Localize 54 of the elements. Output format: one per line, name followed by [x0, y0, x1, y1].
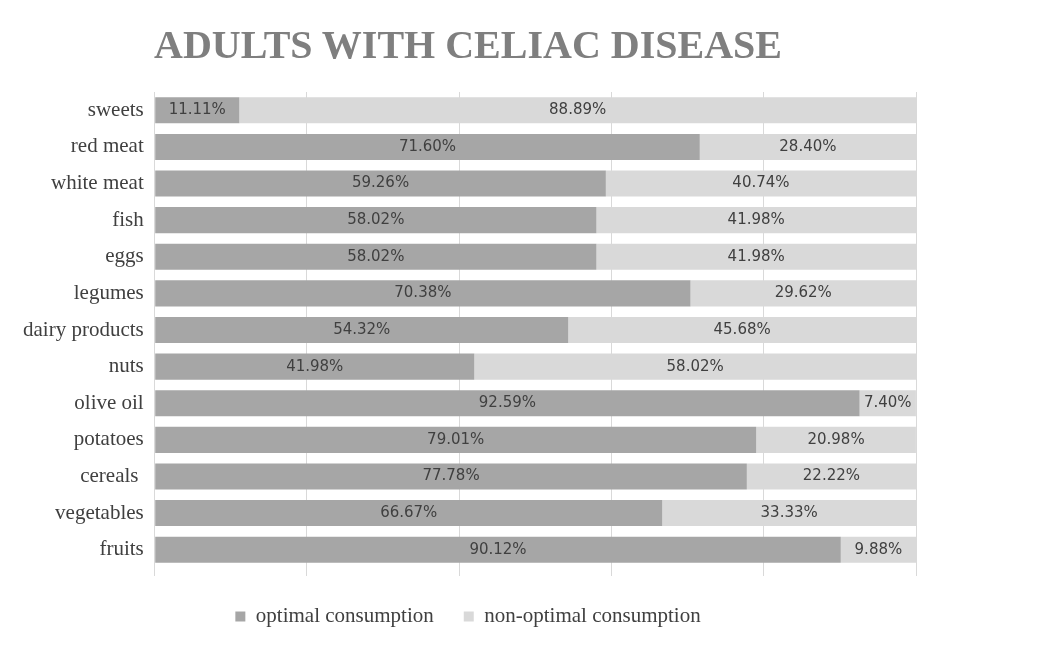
y-tick-label: dairy products	[22, 316, 144, 341]
data-label: 77.78%	[422, 466, 480, 485]
y-tick-label: red meat	[70, 133, 144, 158]
data-label: 71.60%	[398, 136, 457, 155]
legend-label: optimal consumption	[255, 603, 435, 628]
data-label: 66.67%	[380, 502, 438, 521]
data-label: 58.02%	[347, 210, 405, 229]
data-label: 22.22%	[802, 466, 861, 485]
data-label: 41.98%	[727, 246, 785, 265]
data-label: 58.02%	[666, 356, 724, 375]
y-tick-label: legumes	[73, 279, 144, 304]
y-tick-label: cereals	[80, 462, 144, 487]
bar	[155, 170, 606, 197]
data-label: 88.89%	[549, 100, 607, 119]
data-label: 58.02%	[347, 246, 405, 265]
data-label: 92.59%	[478, 393, 537, 412]
bar	[155, 500, 663, 527]
y-tick-label: potatoes	[73, 426, 144, 451]
data-label: 54.32%	[333, 319, 391, 338]
chart-title: ADULTS WITH CELIAC DISEASE	[153, 22, 783, 68]
y-tick-label: olive oil	[74, 389, 144, 414]
data-label: 7.40%	[863, 393, 912, 412]
y-tick-label: fish	[112, 206, 145, 231]
data-label: 79.01%	[427, 429, 485, 448]
bar	[155, 133, 700, 160]
data-label: 40.74%	[732, 173, 790, 192]
bar	[155, 426, 757, 453]
y-tick-label: eggs	[105, 243, 144, 268]
data-label: 11.11%	[168, 100, 226, 119]
data-label: 59.26%	[351, 173, 410, 192]
bar	[155, 316, 569, 344]
bar	[155, 463, 747, 490]
data-label: 45.68%	[713, 319, 771, 338]
data-label: 28.40%	[779, 136, 837, 155]
legend-label: non-optimal consumption	[484, 603, 702, 628]
data-label: 41.98%	[727, 210, 785, 229]
bar	[155, 243, 597, 270]
data-label: 20.98%	[807, 429, 865, 448]
bar	[155, 207, 597, 234]
bar	[155, 353, 475, 380]
data-label: 29.62%	[774, 283, 832, 302]
bar	[155, 390, 860, 417]
y-tick-label: vegetables	[55, 499, 144, 524]
y-tick-label: nuts	[108, 353, 144, 378]
y-tick-label: sweets	[87, 96, 144, 121]
data-label: 90.12%	[469, 539, 527, 558]
data-label: 70.38%	[394, 283, 452, 302]
data-label: 33.33%	[760, 502, 818, 521]
bar	[155, 280, 691, 307]
data-label: 41.98%	[286, 356, 344, 375]
data-label: 9.88%	[854, 539, 903, 558]
bar	[155, 536, 841, 563]
y-tick-label: fruits	[99, 536, 144, 561]
y-tick-label: white meat	[51, 170, 144, 195]
